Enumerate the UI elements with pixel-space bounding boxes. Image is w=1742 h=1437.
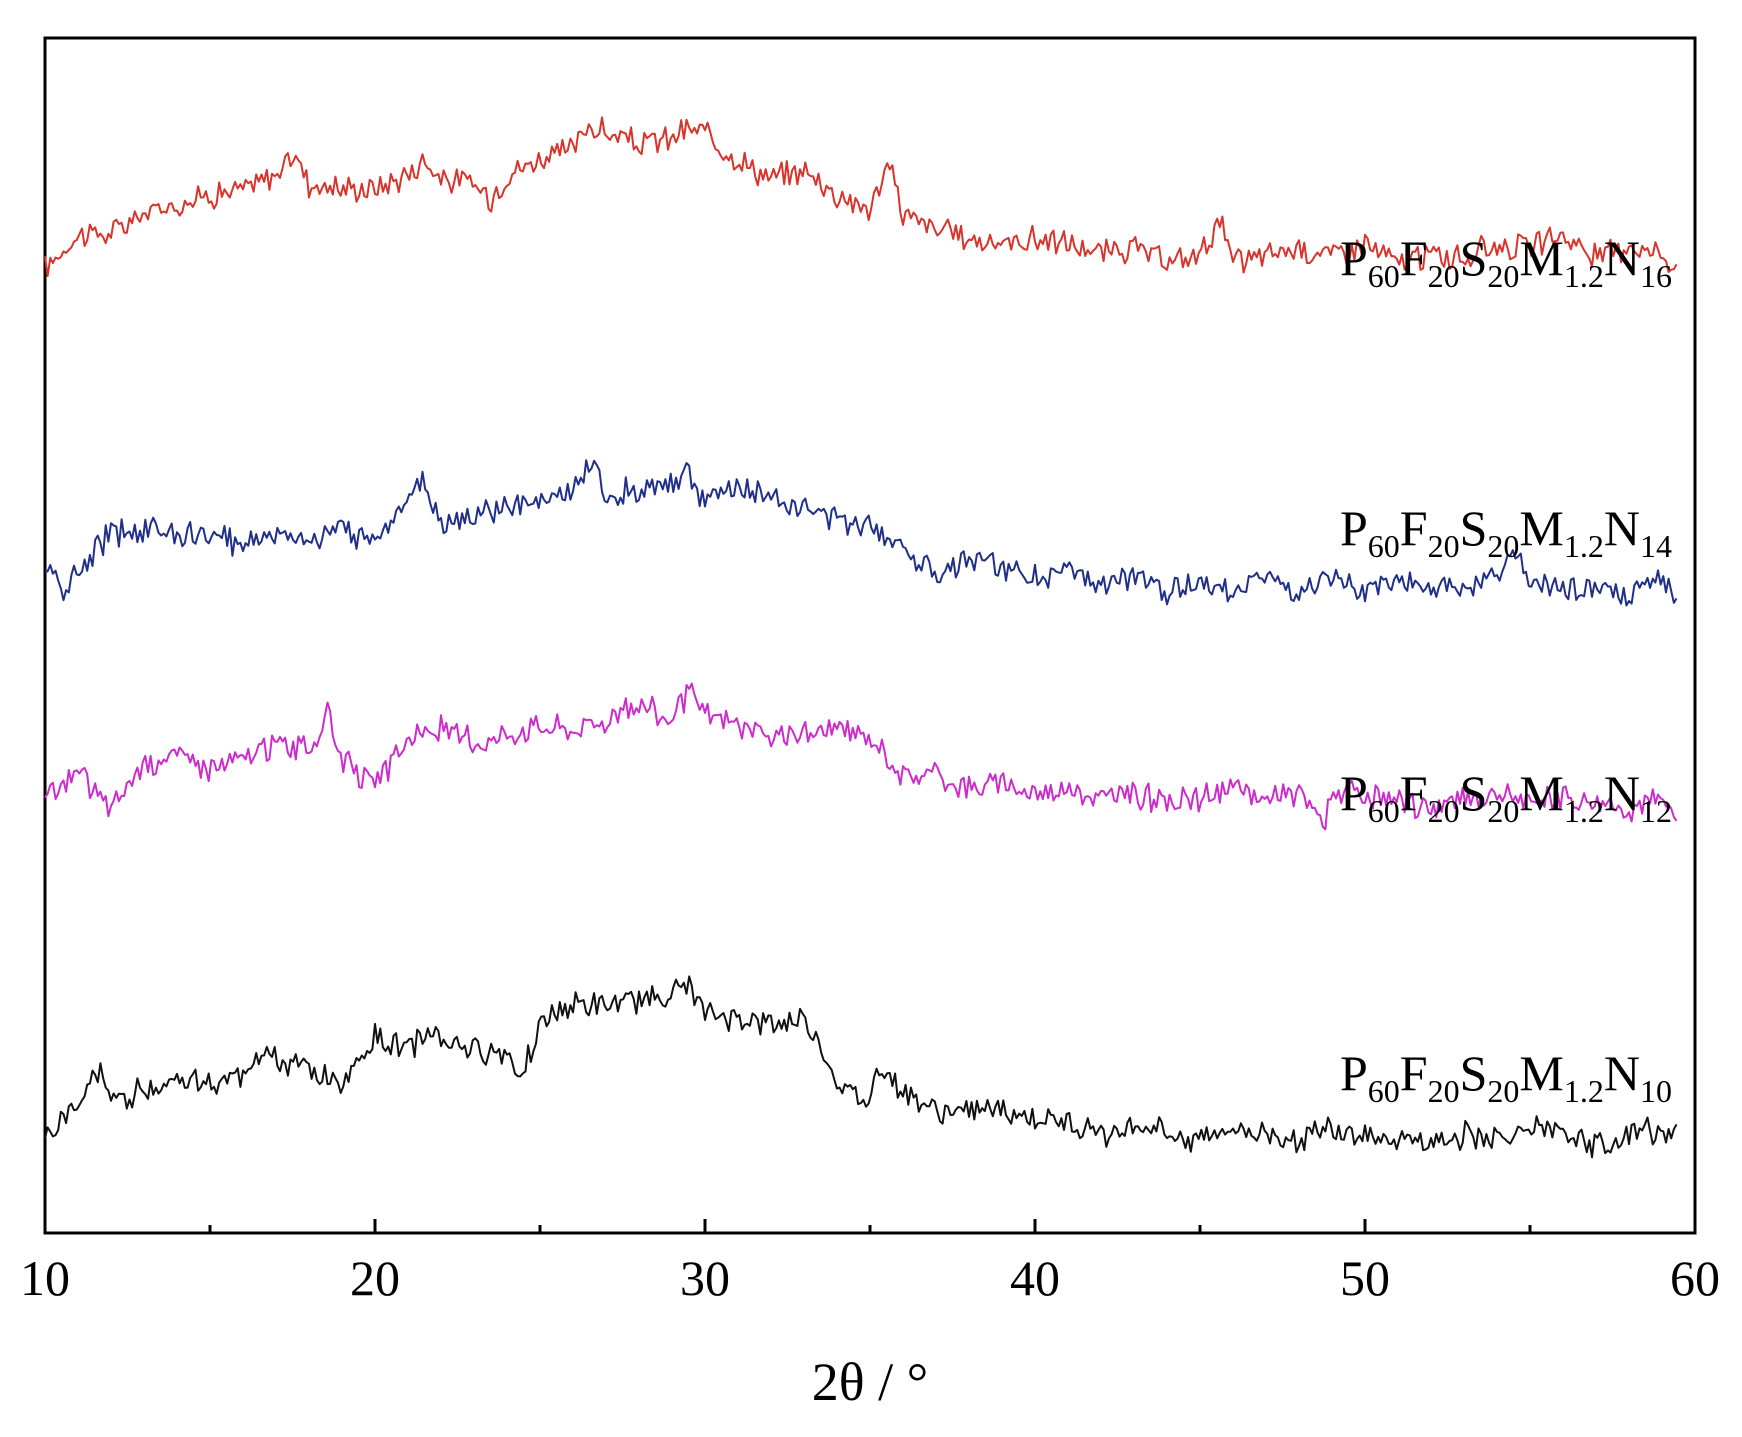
series-label-2: P60F20S20M1.2N14	[1340, 500, 1672, 564]
x-tick-label: 40	[1010, 1250, 1060, 1306]
x-axis-title: 2θ / °	[812, 1352, 928, 1412]
series-label-3: P60F20S20M1.2N12	[1340, 765, 1672, 829]
series-line-1	[44, 116, 1678, 278]
x-axis-ticks	[43, 1219, 1697, 1233]
series-labels: P60F20S20M1.2N16 P60F20S20M1.2N14 P60F20S2…	[1340, 230, 1672, 1109]
series-lines	[44, 116, 1678, 1159]
x-axis-tick-labels: 10 20 30 40 50 60	[20, 1250, 1720, 1306]
x-tick-label: 60	[1670, 1250, 1720, 1306]
x-tick-label: 10	[20, 1250, 70, 1306]
series-line-4	[44, 975, 1678, 1159]
series-line-3	[44, 682, 1678, 831]
x-tick-label: 20	[350, 1250, 400, 1306]
x-tick-label: 50	[1340, 1250, 1390, 1306]
series-line-2	[44, 459, 1678, 607]
series-label-4: P60F20S20M1.2N10	[1340, 1045, 1672, 1109]
x-tick-label: 30	[680, 1250, 730, 1306]
series-label-1: P60F20S20M1.2N16	[1340, 230, 1672, 294]
